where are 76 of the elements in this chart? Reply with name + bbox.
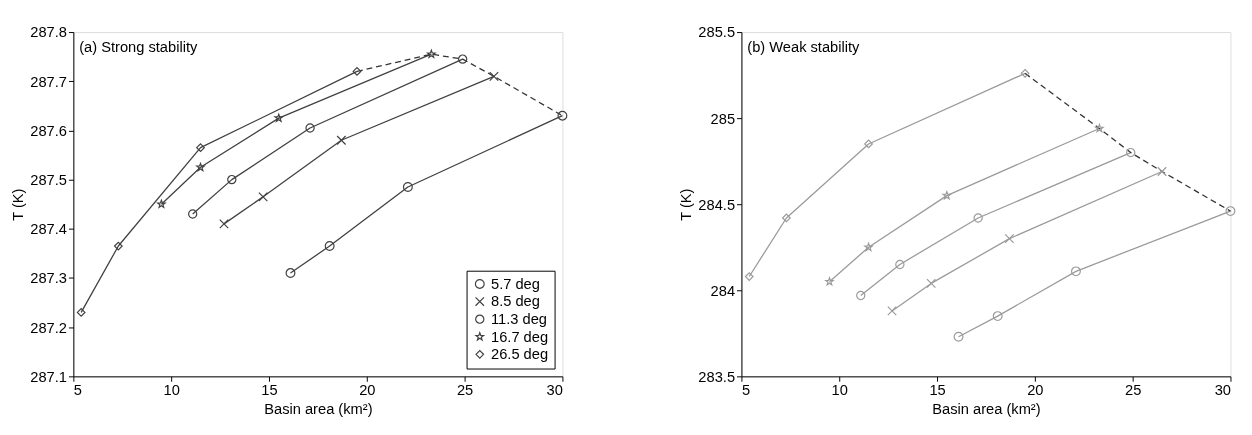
y-tick-label: 285.5 — [698, 24, 736, 41]
point — [864, 139, 873, 149]
point — [258, 192, 268, 202]
y-tick-label: 287.6 — [30, 122, 67, 139]
point — [1070, 266, 1081, 277]
point — [305, 123, 315, 133]
point — [352, 67, 362, 76]
point — [1225, 206, 1236, 217]
x-axis-title: Basin area (km²) — [264, 401, 373, 418]
y-tick-label: 287.3 — [30, 270, 67, 287]
legend-label: 26.5 deg — [491, 346, 549, 363]
y-tick-label: 285 — [710, 110, 736, 127]
y-tick-label: 287.7 — [30, 73, 67, 90]
x-tick-label: 30 — [546, 382, 563, 399]
y-tick-label: 287.5 — [30, 171, 67, 188]
point — [1004, 233, 1015, 244]
legend-label: 11.3 deg — [491, 311, 547, 328]
y-tick-label: 287.8 — [30, 24, 67, 41]
x-tick-label: 25 — [456, 382, 474, 399]
x-axis-title: Basin area (km²) — [932, 401, 1041, 418]
annotation: (a) Strong stability — [79, 38, 199, 55]
x-tick-label: 10 — [163, 382, 180, 399]
point — [895, 259, 905, 270]
y-tick-label: 287.4 — [30, 221, 67, 238]
point — [557, 110, 568, 121]
point — [274, 113, 284, 122]
x-tick-label: 5 — [741, 382, 751, 399]
point — [402, 182, 413, 192]
x-tick-label: 10 — [831, 382, 848, 399]
y-axis-title: T (K) — [10, 188, 27, 221]
point — [196, 143, 205, 153]
point — [1095, 123, 1104, 133]
point — [336, 135, 347, 146]
point — [887, 306, 897, 316]
point — [942, 191, 952, 200]
point — [825, 277, 834, 286]
point — [926, 278, 936, 289]
point — [1020, 69, 1030, 78]
point — [188, 209, 198, 219]
x-tick-label: 20 — [359, 382, 376, 399]
legend-label: 8.5 deg — [491, 293, 540, 310]
x-tick-label: 20 — [1027, 382, 1044, 399]
point — [196, 162, 205, 172]
point — [953, 331, 964, 342]
x-tick-label: 30 — [1214, 382, 1231, 399]
y-tick-label: 284 — [710, 282, 736, 299]
point — [744, 272, 754, 281]
point — [992, 311, 1003, 322]
y-tick-label: 283.5 — [698, 368, 736, 385]
legend-label: 5.7 deg — [491, 275, 540, 292]
point — [1126, 147, 1136, 158]
legend-label: 16.7 deg — [491, 328, 549, 345]
y-tick-label: 287.1 — [30, 368, 67, 385]
y-axis-title: T (K) — [678, 188, 695, 221]
x-tick-label: 25 — [1125, 382, 1142, 399]
point — [864, 242, 873, 252]
point — [113, 241, 123, 251]
point — [489, 71, 499, 82]
point — [227, 174, 237, 185]
point — [973, 213, 983, 223]
y-tick-label: 287.2 — [30, 319, 67, 336]
x-tick-label: 5 — [73, 382, 82, 399]
x-tick-label: 15 — [929, 382, 946, 399]
point — [1157, 166, 1167, 177]
point — [856, 290, 866, 301]
point — [427, 49, 436, 58]
annotation: (b) Weak stability — [747, 38, 861, 55]
point — [219, 219, 229, 229]
point — [76, 308, 86, 317]
point — [285, 268, 296, 279]
point — [782, 213, 791, 223]
point — [157, 199, 166, 208]
x-tick-label: 15 — [261, 382, 278, 399]
y-tick-label: 284.5 — [698, 196, 736, 213]
point — [457, 54, 468, 64]
point — [324, 241, 335, 251]
